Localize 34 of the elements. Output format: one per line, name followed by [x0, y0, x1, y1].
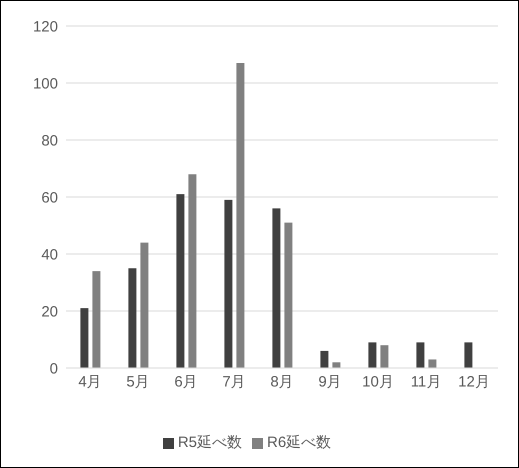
y-tick-label: 120 [32, 18, 58, 36]
bar [416, 342, 424, 368]
y-tick-label: 80 [41, 132, 58, 150]
bar [224, 200, 232, 368]
legend-label: R5延べ数 [178, 434, 242, 451]
bar [464, 342, 472, 368]
bar [236, 63, 244, 368]
y-tick-label: 0 [50, 360, 58, 378]
x-tick-label: 6月 [174, 374, 198, 391]
bar [368, 342, 376, 368]
bar [380, 345, 388, 368]
bar [140, 242, 148, 368]
x-tick-label: 9月 [318, 374, 342, 391]
bar [92, 271, 100, 368]
x-tick-label: 11月 [410, 374, 442, 391]
x-tick-label: 7月 [222, 374, 246, 391]
y-tick-label: 100 [32, 75, 58, 92]
x-tick-label: 10月 [362, 374, 394, 391]
x-tick-label: 12月 [458, 374, 490, 391]
y-tick-label: 40 [41, 246, 58, 264]
bar [272, 208, 280, 368]
x-tick-label: 5月 [126, 374, 150, 391]
y-tick-label: 60 [41, 189, 58, 206]
bar [80, 308, 88, 368]
bar [320, 350, 328, 368]
bar [188, 174, 196, 368]
bar [128, 268, 136, 368]
x-tick-label: 8月 [270, 374, 294, 391]
bar [284, 222, 292, 368]
y-tick-label: 20 [41, 303, 58, 320]
x-tick-label: 4月 [78, 374, 102, 391]
bar [176, 194, 184, 368]
legend-label: R6延べ数 [267, 434, 332, 451]
bar [428, 359, 436, 368]
